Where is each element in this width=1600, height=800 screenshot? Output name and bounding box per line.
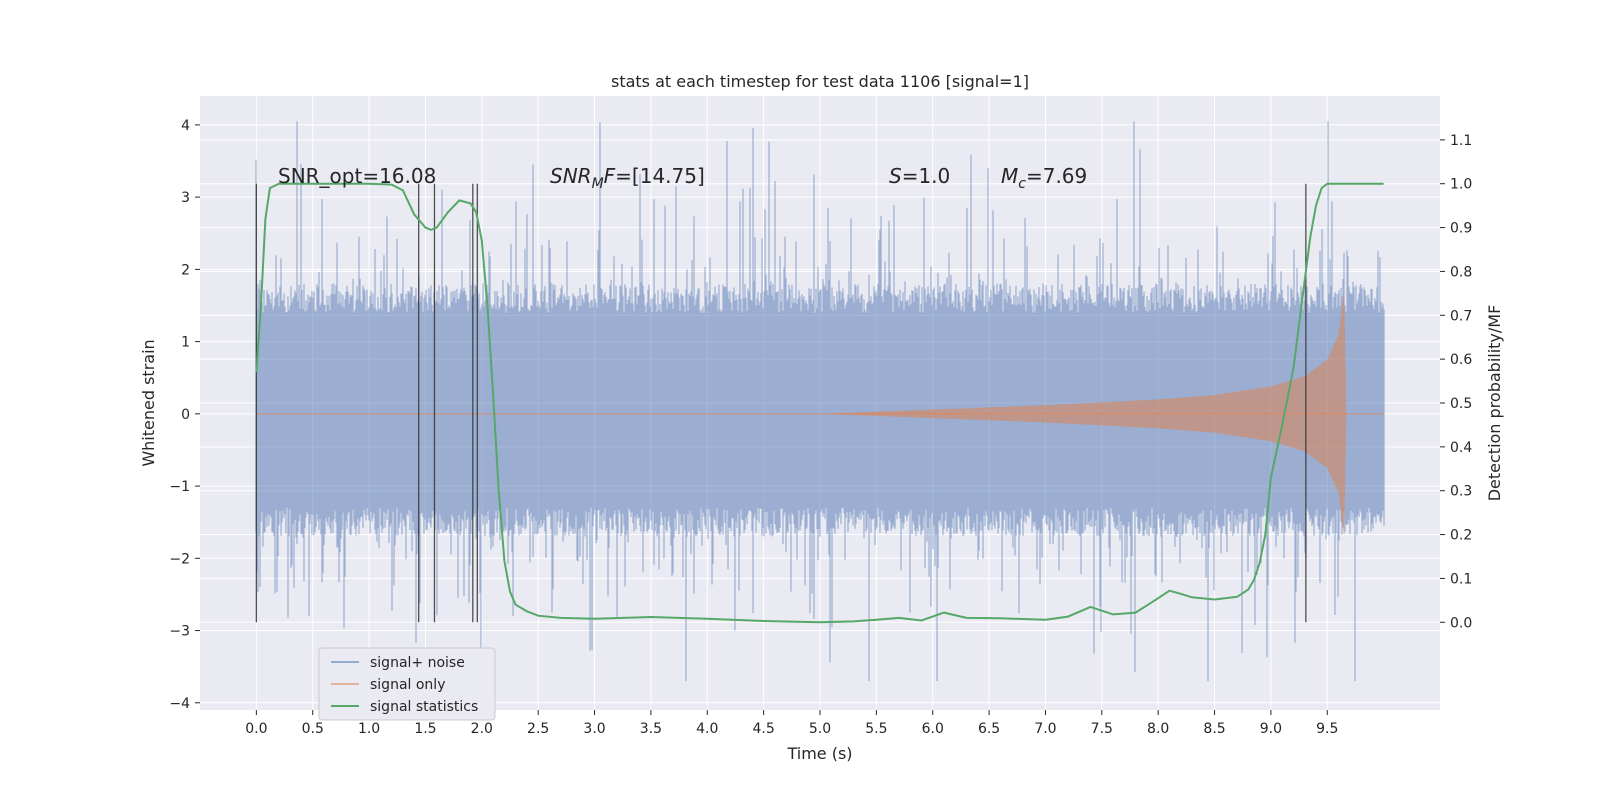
legend-label-signal-noise: signal+ noise — [370, 655, 465, 671]
annotation-s-base: S — [889, 164, 902, 188]
x-tick-label-13: 6.5 — [978, 721, 1000, 737]
x-tick-label-17: 8.5 — [1203, 721, 1225, 737]
x-tick-label-19: 9.5 — [1316, 721, 1338, 737]
annotation-snr-mf-value: =[14.75] — [615, 164, 705, 188]
x-tick-label-7: 3.5 — [640, 721, 662, 737]
annotation-mc-sub: c — [1018, 176, 1026, 192]
y-axis-title: Whitened strain — [139, 339, 158, 466]
annotation-s: S=1.0 — [889, 164, 950, 188]
y-right-tick-label-8: 0.3 — [1450, 484, 1472, 500]
y-tick-label-7: −3 — [169, 624, 190, 640]
y-right-tick-label-1: 1.0 — [1450, 177, 1472, 193]
signal-statistics-line — [255, 182, 1384, 624]
y-right-tick-label-9: 0.2 — [1450, 528, 1472, 544]
annotation-mc: Mc=7.69 — [1001, 164, 1087, 192]
y-tick-label-2: 2 — [181, 262, 190, 278]
y-tick-label-3: 1 — [181, 335, 190, 351]
x-tick-label-1: 0.5 — [302, 721, 324, 737]
y-tick-label-8: −4 — [169, 696, 190, 712]
y-tick-label-0: 4 — [181, 118, 190, 134]
x-tick-label-12: 6.0 — [922, 721, 944, 737]
y-right-tick-label-4: 0.7 — [1450, 308, 1472, 324]
y-axis-right-title: Detection probability/MF — [1485, 305, 1504, 502]
y-right-tick-label-6: 0.5 — [1450, 396, 1472, 412]
x-tick-label-16: 8.0 — [1147, 721, 1169, 737]
x-tick-label-9: 4.5 — [753, 721, 775, 737]
x-tick-label-14: 7.0 — [1034, 721, 1056, 737]
y-right-tick-label-5: 0.6 — [1450, 352, 1472, 368]
signal-statistics-series — [255, 182, 1384, 624]
signal-only-series — [256, 291, 1384, 537]
x-tick-label-2: 1.0 — [358, 721, 380, 737]
annotation-mc-base: M — [1001, 164, 1018, 188]
x-tick-label-15: 7.5 — [1091, 721, 1113, 737]
x-axis-title: Time (s) — [786, 744, 852, 763]
x-tick-label-10: 5.0 — [809, 721, 831, 737]
legend-label-signal-statistics: signal statistics — [370, 699, 478, 715]
y-right-tick-label-7: 0.4 — [1450, 440, 1472, 456]
legend-label-signal-only: signal only — [370, 677, 445, 693]
y-right-tick-label-10: 0.1 — [1450, 571, 1472, 587]
x-tick-label-3: 1.5 — [414, 721, 436, 737]
chart-title: stats at each timestep for test data 110… — [611, 72, 1029, 91]
y-right-tick-label-11: 0.0 — [1450, 615, 1472, 631]
annotation-snr-mf-sub: M — [592, 176, 604, 192]
annotation-snr-mf: SNRMF=[14.75] — [550, 164, 705, 192]
annotation-mc-value: =7.69 — [1026, 164, 1087, 188]
y-right-tick-label-0: 1.1 — [1450, 133, 1472, 149]
x-tick-label-0: 0.0 — [245, 721, 267, 737]
annotation-snr-mf-tail: F — [604, 164, 616, 188]
y-tick-label-1: 3 — [181, 190, 190, 206]
y-tick-label-4: 0 — [181, 407, 190, 423]
annotation-snr-mf-base: SNR — [550, 164, 592, 188]
y-tick-label-6: −2 — [169, 551, 190, 567]
legend: signal+ noise signal only signal statist… — [318, 647, 496, 721]
x-tick-label-4: 2.0 — [471, 721, 493, 737]
annotation-s-value: =1.0 — [902, 164, 951, 188]
legend-box — [318, 647, 496, 721]
x-tick-label-8: 4.0 — [696, 721, 718, 737]
annotations: SNR_opt=16.08 SNRMF=[14.75] S=1.0 Mc=7.6… — [278, 164, 1087, 192]
x-tick-label-11: 5.5 — [865, 721, 887, 737]
x-tick-label-6: 3.0 — [583, 721, 605, 737]
y-tick-label-5: −1 — [169, 479, 190, 495]
x-tick-label-5: 2.5 — [527, 721, 549, 737]
axis-ticks: 0.0 0.5 1.0 1.5 2.0 2.5 3.0 3.5 4.0 4.5 5.0 5.5 6.0 6… — [169, 118, 1472, 737]
y-right-tick-label-3: 0.8 — [1450, 264, 1472, 280]
vertical-markers — [255, 183, 1307, 623]
annotation-snr-opt: SNR_opt=16.08 — [278, 164, 436, 188]
y-right-tick-label-2: 0.9 — [1450, 221, 1472, 237]
x-tick-label-18: 9.0 — [1260, 721, 1282, 737]
